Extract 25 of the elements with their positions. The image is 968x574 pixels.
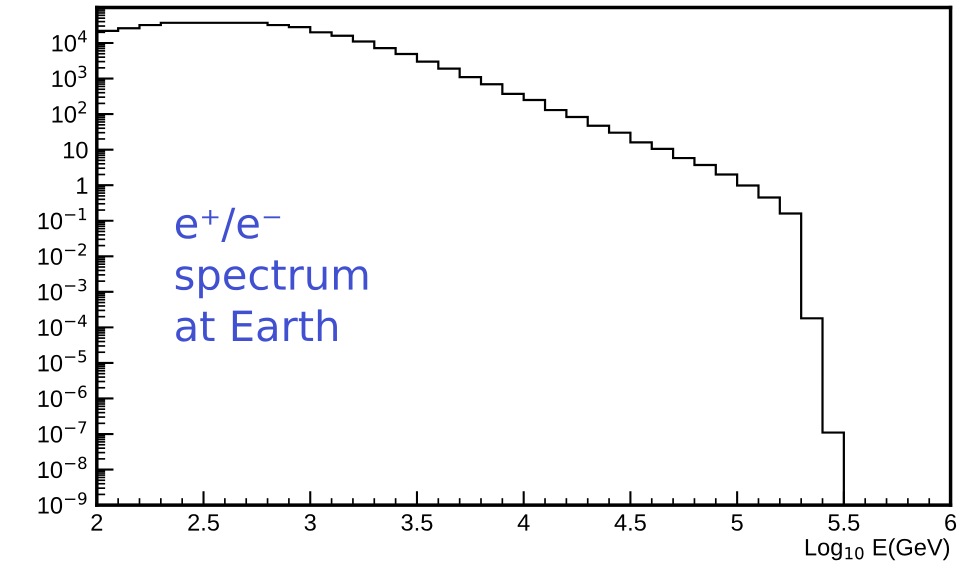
y-tick-label: 10$^{−4}$ — [38, 314, 87, 336]
y-tick-label: 10$^{−3}$ — [38, 278, 86, 300]
x-tick-label: 3 — [304, 514, 316, 531]
x-tick-label: 3.5 — [401, 514, 432, 531]
y-tick-label: 1 — [77, 178, 88, 194]
x-tick-label: 2 — [91, 514, 102, 531]
y-tick-label: 10$^{4}$ — [52, 30, 87, 52]
y-tick-label: 10$^{−2}$ — [38, 243, 86, 265]
x-tick-label: 2.5 — [188, 514, 219, 531]
x-axis-title: Log$_{10}$ E(GeV) — [806, 538, 950, 560]
y-tick-label: 10$^{−8}$ — [38, 456, 86, 478]
y-tick-label: 10$^{3}$ — [52, 66, 86, 88]
x-tick-label: 5 — [732, 514, 743, 531]
x-tick-label: 6 — [945, 514, 956, 531]
x-tick-label: 5.5 — [828, 514, 860, 531]
x-tick-label: 4 — [518, 514, 530, 531]
y-tick-label: 10$^{−6}$ — [38, 386, 87, 408]
x-tick-label: 4.5 — [614, 514, 646, 531]
y-tick-label: 10$^{2}$ — [52, 101, 86, 123]
y-tick-label: 10$^{−7}$ — [38, 421, 86, 443]
annotation: e⁺/e⁻ spectrum at Earth — [176, 208, 368, 342]
y-tick-label: 10$^{−1}$ — [38, 208, 86, 230]
y-tick-label: 10$^{−9}$ — [38, 492, 86, 514]
y-tick-label: 10$^{−5}$ — [38, 350, 86, 372]
y-tick-label: 10 — [64, 142, 88, 158]
